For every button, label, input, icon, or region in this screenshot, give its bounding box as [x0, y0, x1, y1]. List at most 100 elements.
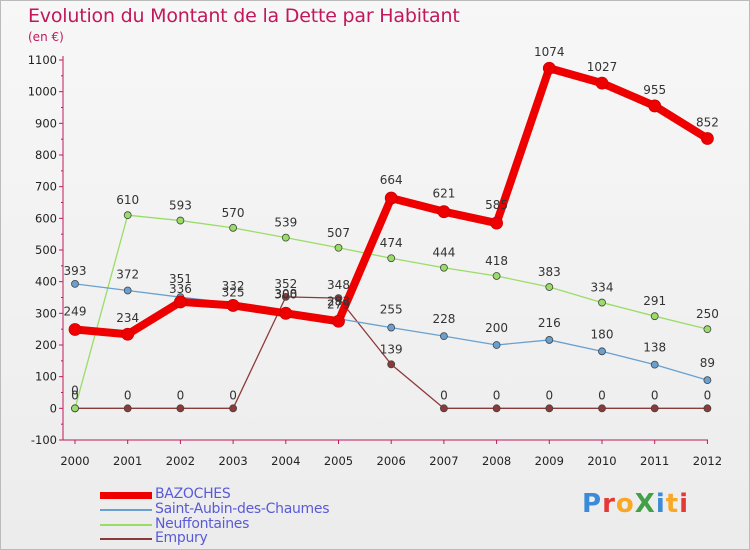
logo-letter: i [679, 489, 690, 519]
data-point-neuffontaines [176, 216, 185, 225]
logo-letter: P [582, 489, 603, 519]
data-label-bazoches: 621 [432, 187, 455, 201]
data-label-neuffontaines: 334 [591, 281, 614, 295]
legend-label-empury: Empury [155, 530, 208, 546]
data-point-neuffontaines [703, 325, 712, 334]
data-label-bazoches: 852 [696, 116, 719, 130]
data-point-neuffontaines [598, 298, 606, 307]
data-label-empury: 139 [380, 342, 403, 356]
data-label-saint-aubin: 255 [380, 303, 403, 317]
x-tick-label: 2012 [693, 454, 722, 468]
data-point-saint-aubin [598, 347, 606, 356]
data-label-neuffontaines: 444 [432, 246, 455, 260]
data-label-saint-aubin: 228 [432, 312, 455, 326]
y-tick-label: 1000 [28, 85, 57, 99]
chart-title: Evolution du Montant de la Dette par Hab… [28, 5, 460, 27]
x-tick-label: 2011 [640, 454, 669, 468]
data-point-neuffontaines [387, 254, 396, 263]
y-tick-label: 900 [35, 116, 57, 130]
legend-label-saint-aubin: Saint-Aubin-des-Chaumes [155, 501, 330, 517]
data-label-bazoches: 336 [169, 282, 192, 296]
data-label-neuffontaines: 539 [274, 216, 297, 230]
y-tick-label: -100 [31, 433, 57, 447]
data-point-saint-aubin [492, 341, 501, 349]
data-point-empury [545, 404, 554, 413]
data-point-neuffontaines [650, 312, 659, 321]
data-point-empury [650, 404, 659, 413]
data-point-bazoches [121, 327, 135, 341]
data-label-bazoches: 1027 [587, 60, 618, 74]
y-tick-label: 700 [35, 180, 57, 194]
proxiti-logo: ProXiti [582, 489, 689, 519]
data-point-bazoches [279, 306, 293, 320]
y-tick-label: 500 [35, 243, 57, 257]
data-point-neuffontaines [71, 404, 79, 413]
x-tick-label: 2003 [218, 454, 247, 468]
logo-letter: X [634, 489, 656, 519]
data-label-empury: 0 [124, 388, 132, 402]
data-point-bazoches [701, 132, 714, 145]
legend-swatch-saint-aubin [100, 509, 152, 511]
data-point-empury [229, 404, 238, 413]
data-point-neuffontaines [492, 272, 501, 280]
data-point-bazoches [542, 61, 556, 75]
data-point-neuffontaines [123, 211, 132, 220]
data-label-saint-aubin: 393 [64, 264, 87, 278]
data-label-empury: 0 [229, 388, 237, 402]
data-point-saint-aubin [71, 279, 79, 288]
logo-letter: t [665, 489, 680, 519]
data-point-saint-aubin [123, 286, 132, 295]
x-tick-label: 2007 [429, 454, 458, 468]
legend-swatch-empury [100, 538, 152, 540]
data-point-neuffontaines [229, 223, 238, 232]
data-label-bazoches: 234 [116, 311, 139, 325]
x-tick-label: 2002 [166, 454, 195, 468]
data-label-neuffontaines: 507 [327, 226, 350, 240]
data-point-bazoches [226, 299, 240, 312]
data-label-neuffontaines: 383 [538, 265, 561, 279]
data-label-neuffontaines: 570 [222, 206, 245, 220]
data-label-saint-aubin: 180 [591, 327, 614, 341]
data-label-neuffontaines: 291 [643, 294, 666, 308]
data-label-empury: 0 [704, 388, 712, 402]
x-tick-label: 2000 [60, 454, 89, 468]
data-point-bazoches [490, 216, 504, 230]
data-label-neuffontaines: 250 [696, 307, 719, 321]
data-label-bazoches: 249 [64, 304, 87, 318]
data-label-bazoches: 275 [327, 297, 350, 311]
x-tick-label: 2006 [377, 454, 406, 468]
data-point-neuffontaines [439, 263, 448, 272]
y-tick-label: 800 [35, 148, 57, 162]
data-point-empury [439, 404, 448, 413]
x-tick-label: 2005 [324, 454, 353, 468]
data-label-bazoches: 664 [380, 173, 403, 187]
data-label-saint-aubin: 351 [169, 272, 192, 286]
data-label-neuffontaines: 0 [71, 383, 79, 397]
data-point-empury [492, 404, 501, 413]
data-point-saint-aubin [545, 336, 554, 344]
x-tick-label: 2008 [482, 454, 511, 468]
data-label-saint-aubin: 283 [327, 295, 350, 309]
data-label-bazoches: 955 [643, 83, 666, 97]
legend-label-neuffontaines: Neuffontaines [155, 516, 250, 532]
data-point-empury [123, 404, 132, 413]
y-tick-label: 400 [35, 275, 57, 289]
data-point-neuffontaines [334, 243, 343, 252]
data-point-neuffontaines [281, 233, 290, 242]
data-point-bazoches [332, 314, 345, 328]
data-point-bazoches [648, 99, 662, 113]
data-point-bazoches [68, 323, 82, 336]
data-point-empury [598, 404, 606, 413]
data-point-bazoches [173, 295, 187, 309]
data-label-empury: 0 [651, 388, 659, 402]
data-label-bazoches: 300 [274, 287, 297, 301]
x-tick-label: 2009 [535, 454, 564, 468]
data-label-saint-aubin: 200 [485, 321, 508, 335]
data-label-saint-aubin: 308 [274, 287, 297, 301]
y-tick-label: 200 [35, 338, 57, 352]
data-label-saint-aubin: 216 [538, 316, 561, 330]
data-point-empury [176, 404, 185, 413]
chart-unit: (en €) [28, 30, 64, 44]
data-label-empury: 0 [71, 388, 79, 402]
data-label-neuffontaines: 474 [380, 236, 403, 250]
